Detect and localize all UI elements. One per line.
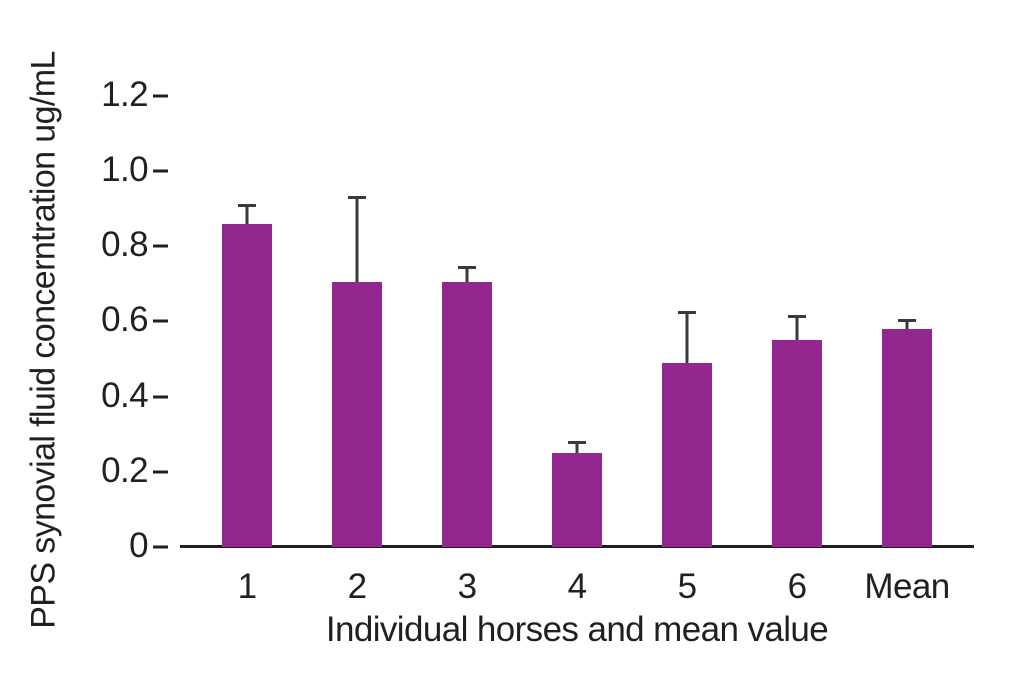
- error-bar-cap: [348, 196, 366, 199]
- error-bar-line: [465, 267, 469, 282]
- bar-mean: [882, 329, 932, 547]
- error-bar-cap: [238, 204, 256, 207]
- x-tick-label: 3: [457, 567, 477, 606]
- error-bar-cap: [788, 315, 806, 318]
- y-tick-mark: [153, 470, 168, 474]
- y-tick-mark: [153, 545, 168, 549]
- y-tick-label: 1.2: [101, 74, 148, 114]
- bar-4: [552, 453, 602, 547]
- y-tick-mark: [153, 395, 168, 399]
- error-bar-line: [575, 442, 579, 453]
- y-tick-label: 0.6: [101, 300, 148, 340]
- bar-1: [222, 224, 272, 547]
- bar-2: [332, 282, 382, 547]
- error-bar-cap: [458, 266, 476, 269]
- x-tick-label: 2: [347, 567, 367, 606]
- x-tick-label: Mean: [864, 567, 950, 606]
- x-tick-label: 4: [567, 567, 587, 606]
- error-bar-line: [795, 316, 799, 340]
- y-tick-label: 0: [129, 526, 148, 566]
- x-axis-title: Individual horses and mean value: [325, 610, 829, 649]
- x-tick-label: 5: [677, 567, 697, 606]
- error-bar-line: [685, 312, 689, 363]
- error-bar-line: [245, 205, 249, 224]
- y-tick-mark: [153, 319, 168, 323]
- y-tick-mark: [153, 244, 168, 248]
- error-bar-cap: [898, 319, 916, 322]
- y-tick-mark: [153, 169, 168, 173]
- y-tick-label: 0.2: [101, 450, 148, 490]
- error-bar-cap: [678, 311, 696, 314]
- error-bar-line: [905, 320, 909, 329]
- bar-5: [662, 363, 712, 547]
- y-tick-label: 1.0: [101, 150, 148, 190]
- y-tick-label: 0.4: [101, 375, 148, 415]
- x-tick-label: 1: [237, 567, 257, 606]
- bar-3: [442, 282, 492, 547]
- y-tick-label: 0.8: [101, 225, 148, 265]
- error-bar-line: [355, 197, 359, 282]
- y-tick-mark: [153, 94, 168, 98]
- x-tick-label: 6: [787, 567, 807, 606]
- error-bar-cap: [568, 441, 586, 444]
- bar-6: [772, 340, 822, 547]
